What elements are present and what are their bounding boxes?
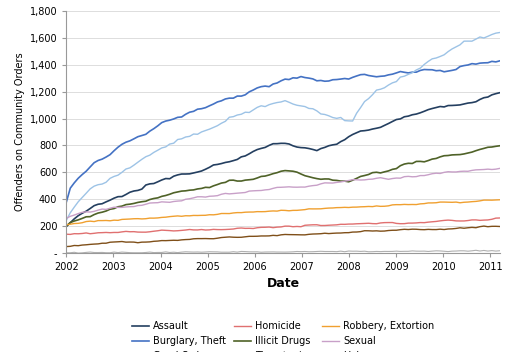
Line: Unknown: Unknown (66, 250, 499, 253)
Unknown (472, 248, 478, 252)
Line: Robbery, Extortion: Robbery, Extortion (66, 200, 499, 225)
Unknown (266, 250, 272, 254)
Assault (468, 101, 474, 105)
Homicide (194, 228, 200, 232)
Sexual (262, 188, 268, 192)
Unknown (373, 249, 379, 253)
Illicit Drugs (190, 188, 196, 192)
Threatening (488, 224, 494, 228)
Unknown (75, 251, 81, 255)
Line: Homicide: Homicide (66, 218, 499, 234)
Good Order (190, 132, 196, 136)
Unknown (476, 249, 482, 253)
Illicit Drugs (63, 224, 69, 228)
Illicit Drugs (273, 171, 279, 175)
Assault (63, 225, 69, 229)
Homicide (496, 216, 502, 220)
Sexual (468, 168, 474, 172)
Good Order (468, 39, 474, 43)
Illicit Drugs (262, 174, 268, 178)
Threatening (262, 234, 268, 238)
Good Order (63, 218, 69, 222)
Robbery, Extortion (273, 209, 279, 213)
Good Order (273, 100, 279, 105)
Homicide (373, 222, 379, 226)
Assault (496, 90, 502, 95)
Threatening (190, 237, 196, 241)
Robbery, Extortion (496, 198, 502, 202)
Threatening (369, 229, 375, 233)
Homicide (67, 232, 73, 237)
Homicide (63, 232, 69, 236)
Unknown (496, 249, 502, 253)
Sexual (484, 167, 490, 171)
Homicide (266, 225, 272, 229)
Burglary, Theft (190, 109, 196, 113)
Burglary, Theft (468, 62, 474, 66)
Good Order (262, 105, 268, 109)
Good Order (369, 93, 375, 97)
Threatening (468, 225, 474, 230)
Burglary, Theft (496, 59, 502, 63)
Line: Burglary, Theft: Burglary, Theft (66, 61, 499, 202)
Sexual (496, 166, 502, 170)
Good Order (484, 34, 490, 38)
Sexual (63, 216, 69, 220)
Assault (484, 95, 490, 99)
Good Order (496, 30, 502, 34)
Threatening (496, 224, 502, 228)
Unknown (63, 251, 69, 255)
Burglary, Theft (484, 61, 490, 65)
Unknown (194, 250, 200, 254)
Robbery, Extortion (369, 205, 375, 209)
Line: Assault: Assault (66, 93, 499, 227)
Legend: Assault, Burglary, Theft, Good Order, Homicide, Illicit Drugs, Threatening, Robb: Assault, Burglary, Theft, Good Order, Ho… (131, 321, 434, 352)
Unknown (492, 249, 498, 253)
Assault (262, 145, 268, 150)
Sexual (190, 196, 196, 200)
Burglary, Theft (63, 200, 69, 204)
Illicit Drugs (496, 144, 502, 148)
Line: Good Order: Good Order (66, 32, 499, 220)
Homicide (472, 218, 478, 222)
Homicide (488, 217, 494, 221)
Robbery, Extortion (63, 222, 69, 227)
Assault (273, 142, 279, 146)
Illicit Drugs (369, 170, 375, 175)
Burglary, Theft (262, 84, 268, 88)
Threatening (63, 244, 69, 249)
X-axis label: Date: Date (266, 277, 299, 290)
Sexual (369, 177, 375, 181)
Y-axis label: Offenders on Community Orders: Offenders on Community Orders (15, 53, 25, 211)
Threatening (480, 224, 486, 228)
Robbery, Extortion (262, 209, 268, 214)
Assault (190, 171, 196, 175)
Illicit Drugs (468, 150, 474, 154)
Sexual (273, 185, 279, 189)
Assault (369, 127, 375, 131)
Threatening (273, 233, 279, 238)
Unknown (277, 250, 284, 254)
Robbery, Extortion (484, 198, 490, 202)
Burglary, Theft (273, 81, 279, 85)
Burglary, Theft (369, 74, 375, 78)
Robbery, Extortion (468, 200, 474, 204)
Illicit Drugs (484, 145, 490, 149)
Line: Illicit Drugs: Illicit Drugs (66, 146, 499, 226)
Homicide (277, 225, 284, 229)
Line: Threatening: Threatening (66, 226, 499, 246)
Robbery, Extortion (190, 213, 196, 218)
Line: Sexual: Sexual (66, 168, 499, 218)
